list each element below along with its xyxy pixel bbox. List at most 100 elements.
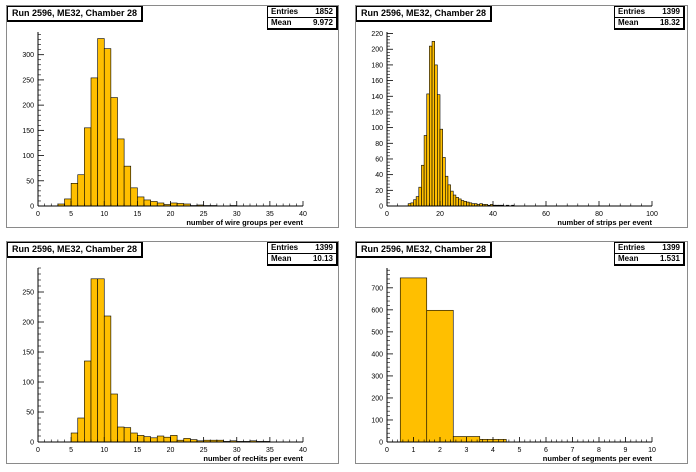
mean-value: 9.972	[312, 18, 333, 27]
y-tick-label: 200	[371, 395, 383, 402]
x-tick-label: 25	[200, 211, 208, 218]
y-tick-label: 0	[379, 440, 383, 447]
x-tick-label: 1	[412, 447, 416, 454]
pad-frame	[6, 5, 339, 228]
y-tick-label: 120	[371, 109, 383, 116]
x-tick-label: 10	[100, 447, 108, 454]
histogram-bar	[77, 417, 85, 443]
histogram-bar	[77, 174, 85, 207]
y-tick-label: 150	[22, 350, 34, 357]
histogram-bar	[415, 196, 420, 207]
entries-value: 1399	[662, 7, 680, 16]
y-tick-label: 220	[371, 31, 383, 38]
x-tick-label: 10	[648, 447, 656, 454]
histogram-pad-segments: 0 1 2 3 4 5 6 7 8 9 10 0 100 200 300 400 500 600 700 number…	[352, 238, 692, 468]
histogram-bar	[413, 199, 417, 207]
x-tick-label: 35	[266, 211, 274, 218]
x-tick-label: 80	[595, 211, 603, 218]
y-tick-label: 0	[379, 204, 383, 211]
y-tick-label: 60	[375, 156, 383, 163]
histogram-bar	[84, 360, 92, 443]
x-tick-label: 30	[233, 211, 241, 218]
y-tick-label: 200	[371, 47, 383, 54]
x-axis-label: number of recHits per event	[203, 454, 303, 463]
x-tick-label: 100	[646, 211, 658, 218]
histogram-bar	[426, 309, 454, 443]
histogram-bar	[156, 435, 165, 443]
x-tick-label: 8	[597, 447, 601, 454]
histogram-bar	[137, 435, 145, 443]
pad-frame	[6, 241, 339, 464]
x-tick-label: 4	[491, 447, 495, 454]
x-tick-label: 2	[438, 447, 442, 454]
histogram-bar	[110, 393, 118, 443]
y-tick-label: 600	[371, 307, 383, 314]
histogram-bar	[97, 38, 105, 207]
histogram-bar	[450, 190, 454, 207]
histogram-bar	[163, 436, 171, 443]
mean-label: Mean	[618, 18, 639, 27]
x-tick-label: 40	[489, 211, 497, 218]
entries-label: Entries	[618, 7, 646, 16]
entries-value: 1399	[662, 243, 680, 252]
mean-label: Mean	[618, 254, 639, 263]
x-tick-label: 40	[299, 447, 307, 454]
histogram-plot-rechits: 0 5 10 15 20 25 30 35 40 0 50 100 150 200 250 number of…	[22, 267, 307, 463]
x-tick-label: 15	[133, 447, 141, 454]
histogram-bar	[429, 45, 433, 207]
histogram-bar	[447, 184, 451, 207]
y-tick-label: 100	[371, 417, 383, 424]
mean-value: 10.13	[312, 254, 333, 263]
y-tick-label: 140	[371, 94, 383, 101]
pad-frame	[355, 241, 688, 464]
entries-label: Entries	[271, 7, 299, 16]
entries-label: Entries	[618, 243, 646, 252]
histogram-bar	[183, 438, 191, 443]
mean-value: 1.531	[659, 254, 680, 263]
histogram-bar	[434, 64, 438, 207]
entries-value: 1399	[315, 243, 333, 252]
histogram-bar	[439, 128, 443, 207]
histogram-bar	[170, 435, 178, 443]
stats-box: Entries 1399 Mean 18.32	[614, 6, 685, 30]
x-tick-label: 30	[233, 447, 241, 454]
y-tick-label: 50	[26, 178, 34, 185]
histogram-title: Run 2596, ME32, Chamber 28	[356, 242, 493, 258]
x-tick-label: 7	[571, 447, 575, 454]
y-tick-label: 250	[22, 290, 34, 297]
stats-box: Entries 1399 Mean 1.531	[614, 242, 685, 266]
y-tick-label: 250	[22, 77, 34, 84]
histogram-bar	[445, 175, 449, 207]
y-tick-label: 200	[22, 103, 34, 110]
y-tick-label: 50	[26, 410, 34, 417]
histogram-bar	[466, 201, 470, 207]
histogram-title: Run 2596, ME32, Chamber 28	[7, 6, 144, 22]
y-tick-label: 180	[371, 62, 383, 69]
histogram-bar	[418, 186, 422, 207]
entries-value: 1852	[315, 7, 333, 16]
y-tick-label: 0	[30, 440, 34, 447]
y-tick-label: 100	[371, 125, 383, 132]
x-axis-label: number of segments per event	[543, 454, 653, 463]
histogram-bar	[150, 201, 158, 207]
histogram-pad-rechits: 0 5 10 15 20 25 30 35 40 0 50 100 150 200 250 number of…	[3, 238, 343, 468]
stats-box: Entries 1399 Mean 10.13	[267, 242, 338, 266]
x-tick-label: 35	[266, 447, 274, 454]
histogram-bar	[426, 93, 430, 207]
x-tick-label: 20	[436, 211, 444, 218]
y-tick-label: 100	[22, 153, 34, 160]
histogram-bar	[97, 278, 105, 443]
mean-label: Mean	[271, 254, 292, 263]
x-tick-label: 10	[100, 211, 108, 218]
x-axis-label: number of wire groups per event	[186, 218, 303, 227]
histogram-bar	[90, 77, 98, 207]
y-tick-label: 80	[375, 141, 383, 148]
histogram-pad-strips: 0 20 40 60 80 100 0 20 40 60 80 100 120 140 160 180 200 2…	[352, 2, 692, 232]
histogram-bar	[110, 97, 118, 207]
histogram-bar	[437, 94, 441, 207]
histogram-bar	[117, 138, 125, 207]
histogram-bar	[137, 196, 145, 207]
histogram-bar	[143, 436, 151, 443]
x-tick-label: 5	[518, 447, 522, 454]
y-tick-label: 160	[371, 78, 383, 85]
